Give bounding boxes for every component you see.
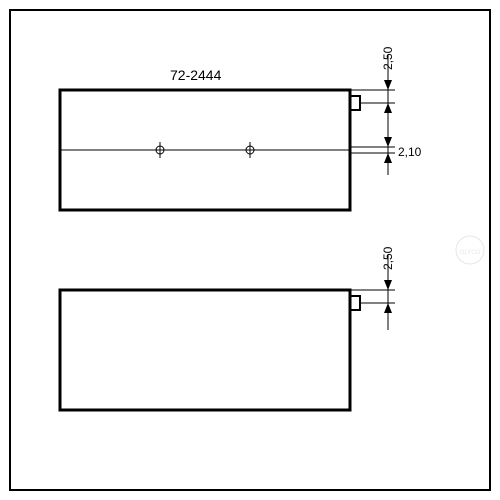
drawing-frame: [10, 10, 490, 490]
technical-drawing: 72-2444 2,50: [0, 0, 500, 500]
dim-label-bottom-tab: 2,50: [381, 246, 395, 270]
bottom-body: [60, 290, 350, 410]
dimension-bottom-tab: 2,50: [350, 246, 395, 330]
dim-label-centerline: 2,10: [398, 145, 422, 159]
top-view: [60, 90, 360, 210]
dimension-top-tab: 2,50: [350, 46, 395, 130]
brand-watermark: GLYCO: [456, 236, 484, 264]
bottom-view: [60, 290, 360, 410]
dimension-centerline: 2,10: [350, 130, 422, 175]
brand-label: GLYCO: [460, 250, 481, 256]
part-number-label: 72-2444: [170, 67, 222, 83]
dim-label-top-tab: 2,50: [381, 46, 395, 70]
